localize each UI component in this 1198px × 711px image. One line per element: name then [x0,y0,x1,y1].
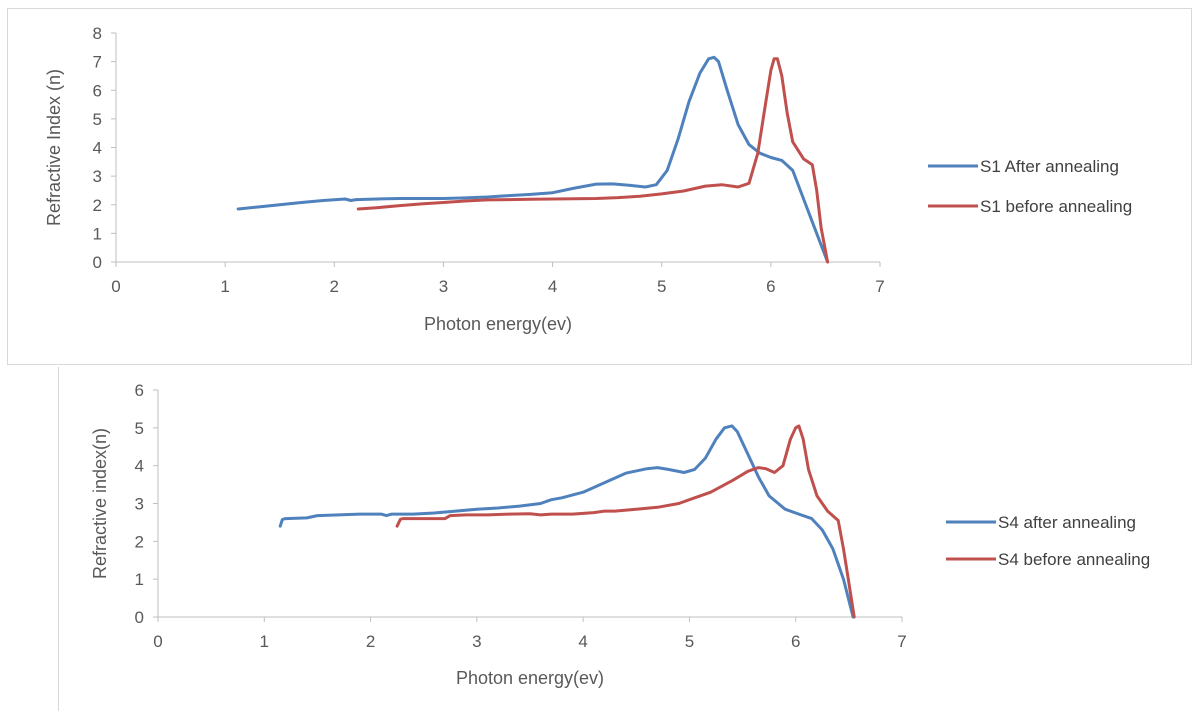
chart1-x-tick-label: 3 [439,277,448,296]
chart1-legend-label-1: S1 After annealing [980,157,1119,176]
chart1-y-axis-title: Refractive Index (n) [44,69,64,226]
chart2-x-tick-label: 4 [578,632,587,651]
chart1-y-tick-label: 8 [93,24,102,43]
chart1-x-tick-label: 5 [657,277,666,296]
chart1-legend-label-2: S1 before annealing [980,197,1132,216]
chart1-y-tick-label: 2 [93,196,102,215]
chart2-x-tick-label: 3 [472,632,481,651]
chart2-x-tick-label: 2 [366,632,375,651]
chart-frame-top [7,8,1192,365]
chart2-y-tick-label: 2 [135,532,144,551]
chart2-y-tick-label: 3 [135,495,144,514]
chart2-legend-label-1: S4 after annealing [998,513,1136,532]
chart1-y-tick-label: 5 [93,110,102,129]
chart2-x-tick-label: 0 [153,632,162,651]
chart2-series-1-line [278,424,855,619]
chart2-y-tick-label: 4 [135,457,144,476]
chart1-y-tick-label: 7 [93,53,102,72]
chart2-x-axis-title: Photon energy(ev) [456,668,604,688]
chart2-y-axis-title: Refractive index(n) [90,428,110,579]
chart2-x-tick-label: 6 [791,632,800,651]
chart-frame-bottom-edge [58,367,59,711]
chart2-y-tick-label: 6 [135,381,144,400]
chart1-x-tick-label: 7 [875,277,884,296]
chart1-y-tick-label: 6 [93,81,102,100]
chart1-x-tick-label: 0 [111,277,120,296]
chart1-x-tick-label: 4 [548,277,557,296]
chart1-x-tick-label: 2 [330,277,339,296]
chart2-y-tick-label: 0 [135,608,144,627]
chart2-series-2-line [395,424,856,619]
chart2-y-tick-label: 5 [135,419,144,438]
chart1-x-tick-label: 1 [220,277,229,296]
chart2-x-tick-label: 5 [685,632,694,651]
chart1-series-2-line [356,57,830,264]
chart1-x-axis-title: Photon energy(ev) [424,314,572,334]
chart1-y-tick-label: 3 [93,167,102,186]
chart1-y-tick-label: 0 [93,253,102,272]
chart2-x-tick-label: 7 [897,632,906,651]
chart2-y-tick-label: 1 [135,570,144,589]
chart1-y-tick-label: 4 [93,139,102,158]
chart1-series-1-line [236,55,830,264]
chart2-x-tick-label: 1 [260,632,269,651]
chart1-y-tick-label: 1 [93,224,102,243]
chart2-legend-label-2: S4 before annealing [998,550,1150,569]
chart1-x-tick-label: 6 [766,277,775,296]
